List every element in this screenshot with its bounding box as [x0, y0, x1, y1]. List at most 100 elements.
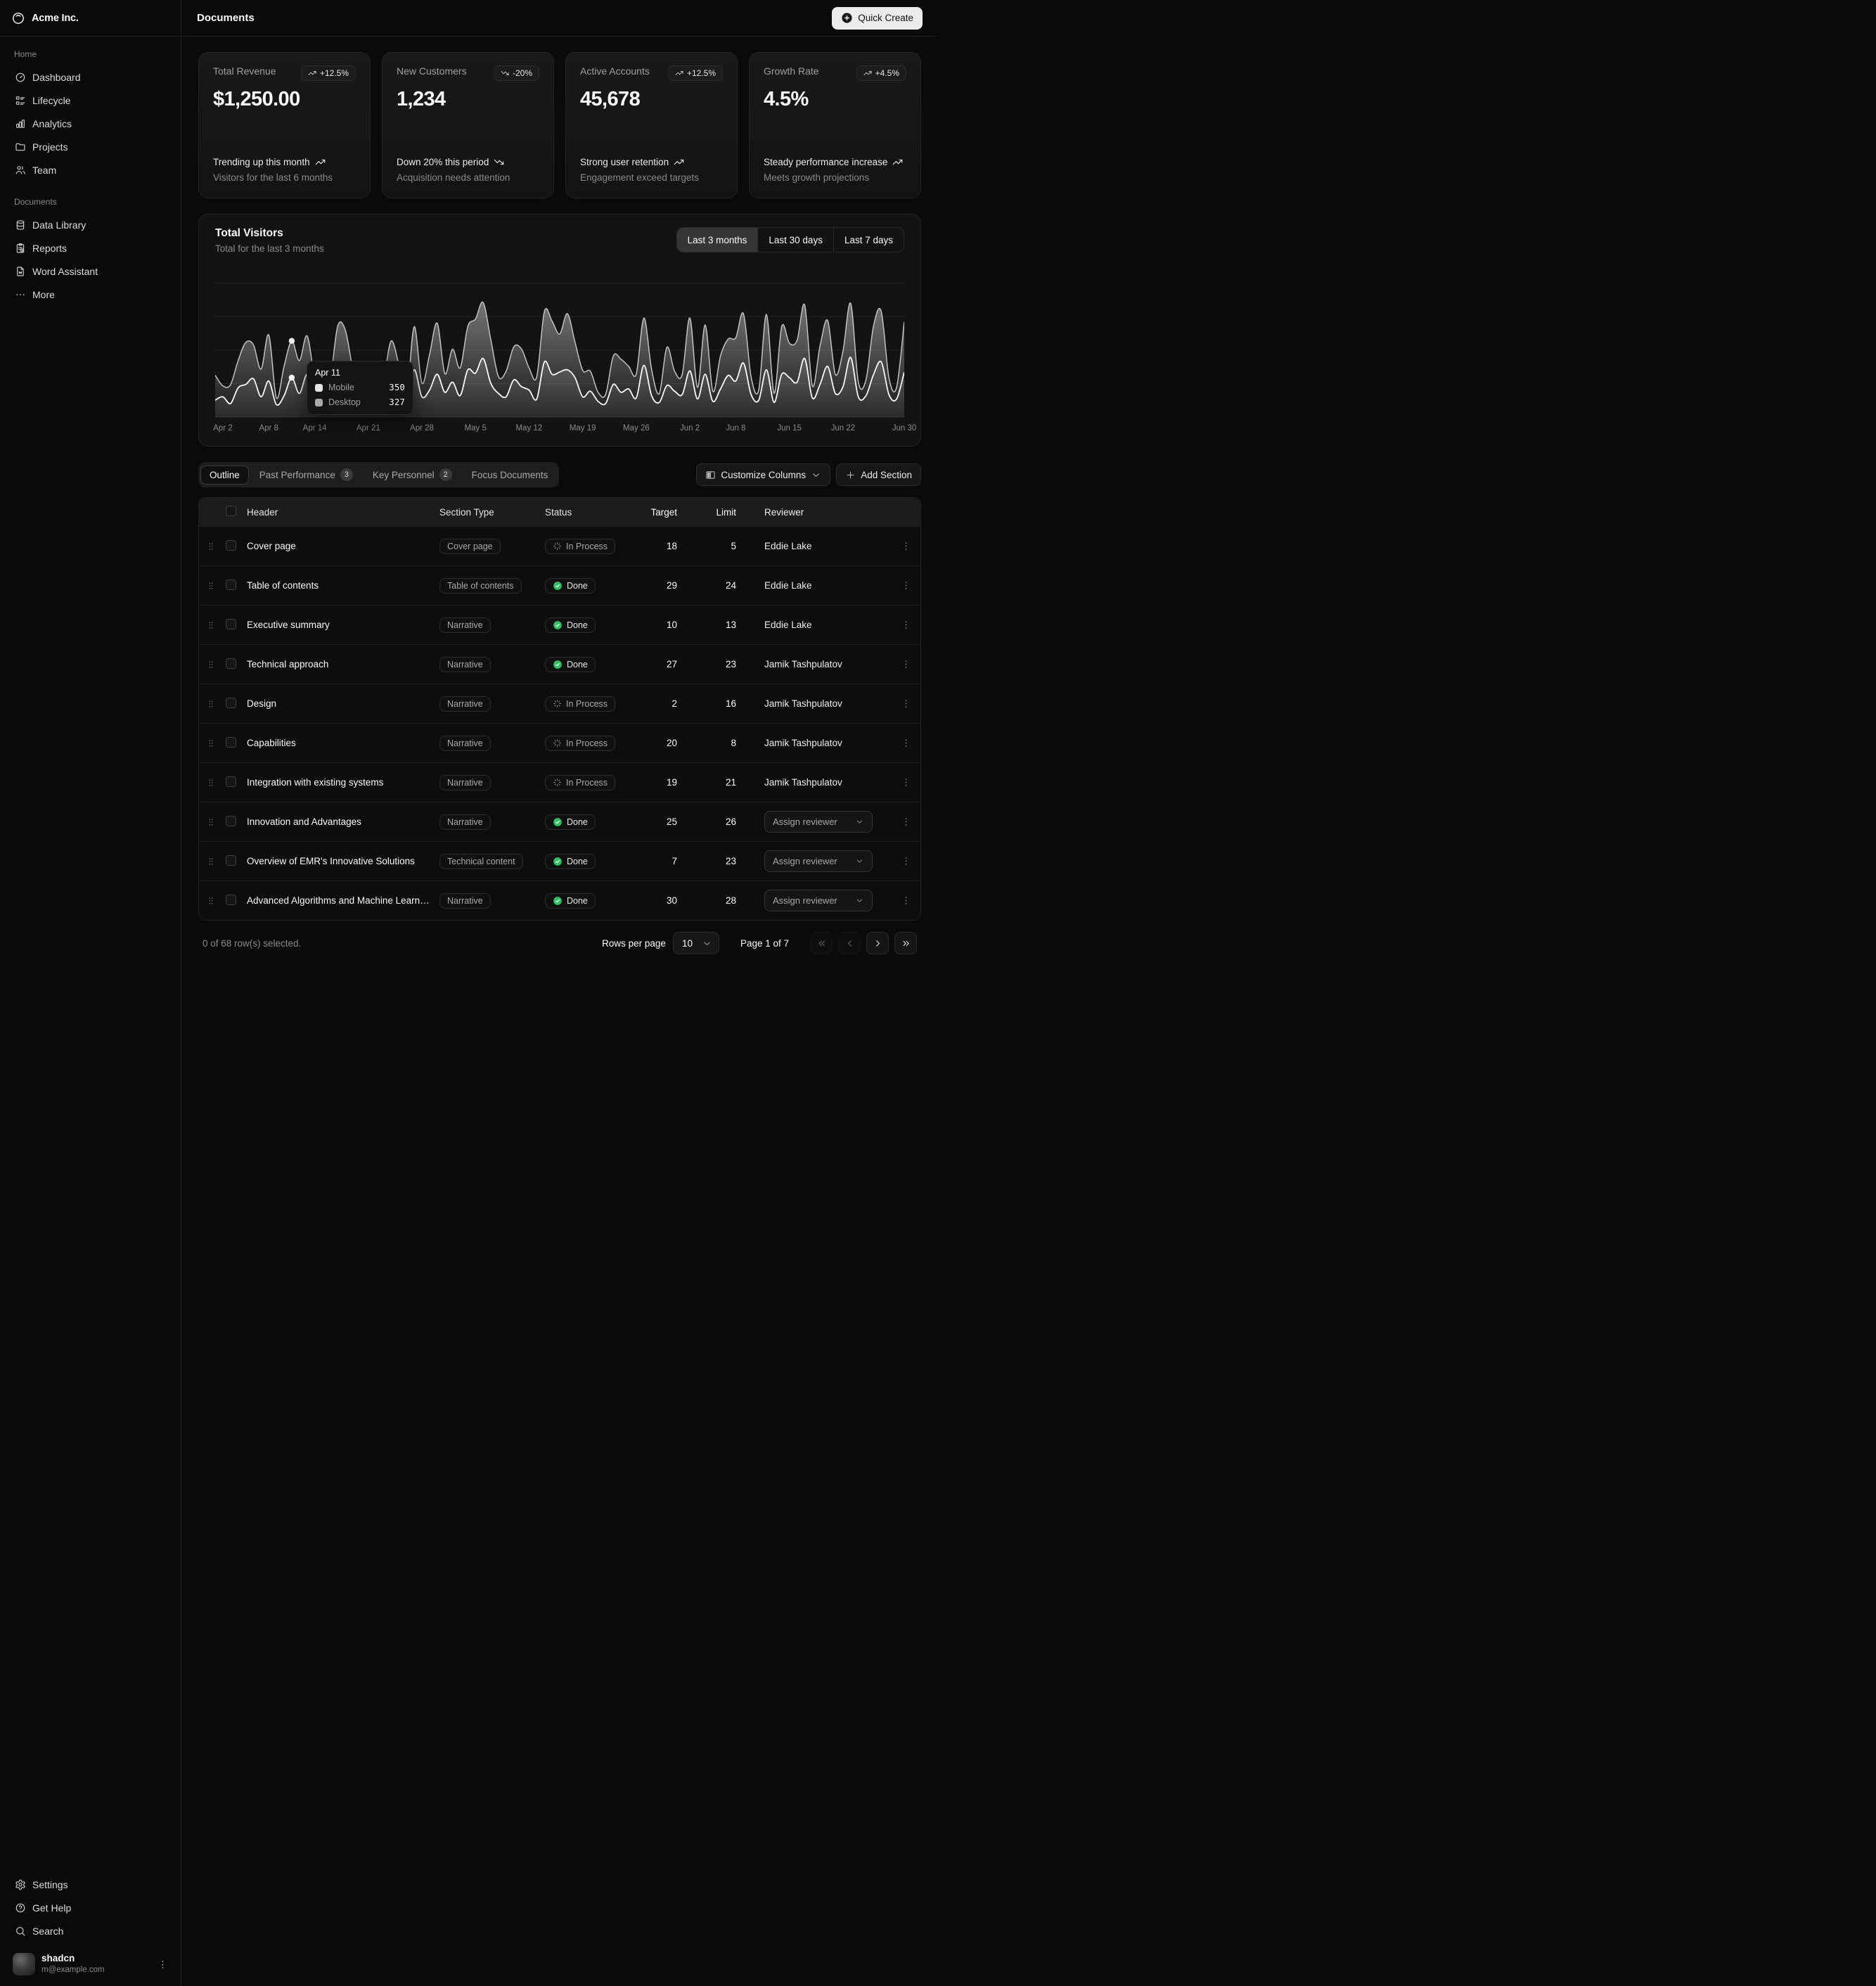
user-menu[interactable]: shadcn m@example.com [8, 1949, 172, 1979]
target-cell[interactable]: 18 [642, 541, 687, 551]
tooltip-row-desktop: Desktop327 [315, 397, 405, 407]
stat-subtext: Meets growth projections [764, 171, 906, 185]
target-cell[interactable]: 25 [642, 816, 687, 827]
target-cell[interactable]: 29 [642, 580, 687, 591]
grip-icon [206, 778, 216, 788]
sidebar-item-lifecycle[interactable]: Lifecycle [8, 89, 172, 112]
limit-cell[interactable]: 13 [687, 620, 746, 630]
row-actions-button[interactable] [891, 895, 920, 906]
drag-handle[interactable] [199, 896, 223, 906]
sidebar-item-analytics[interactable]: Analytics [8, 112, 172, 135]
target-cell[interactable]: 30 [642, 895, 687, 906]
sidebar-item-word-assistant[interactable]: Word Assistant [8, 260, 172, 283]
target-cell[interactable]: 7 [642, 856, 687, 866]
customize-columns-button[interactable]: Customize Columns [696, 463, 830, 486]
prev-page-button[interactable] [838, 932, 861, 954]
row-actions-button[interactable] [891, 659, 920, 670]
tab-key-personnel[interactable]: Key Personnel2 [364, 464, 461, 485]
limit-cell[interactable]: 21 [687, 777, 746, 788]
limit-cell[interactable]: 26 [687, 816, 746, 827]
target-cell[interactable]: 2 [642, 698, 687, 709]
row-actions-button[interactable] [891, 620, 920, 630]
range-last-3-months[interactable]: Last 3 months [677, 228, 758, 252]
limit-cell[interactable]: 5 [687, 541, 746, 551]
sidebar-item-reports[interactable]: Reports [8, 236, 172, 260]
assign-reviewer-select[interactable]: Assign reviewer [764, 890, 873, 911]
limit-cell[interactable]: 23 [687, 659, 746, 670]
row-checkbox[interactable] [226, 658, 236, 669]
row-actions-button[interactable] [891, 856, 920, 866]
trend-up-icon [315, 157, 326, 167]
row-checkbox[interactable] [226, 540, 236, 551]
row-header-cell[interactable]: Table of contents [244, 580, 437, 591]
row-header-cell[interactable]: Design [244, 698, 437, 709]
target-cell[interactable]: 19 [642, 777, 687, 788]
row-header-cell[interactable]: Overview of EMR's Innovative Solutions [244, 856, 437, 866]
row-checkbox[interactable] [226, 776, 236, 787]
row-actions-button[interactable] [891, 541, 920, 551]
limit-cell[interactable]: 23 [687, 856, 746, 866]
limit-cell[interactable]: 24 [687, 580, 746, 591]
assign-reviewer-select[interactable]: Assign reviewer [764, 811, 873, 833]
row-header-cell[interactable]: Cover page [244, 541, 437, 551]
row-header-cell[interactable]: Capabilities [244, 738, 437, 748]
drag-handle[interactable] [199, 699, 223, 709]
limit-cell[interactable]: 8 [687, 738, 746, 748]
range-last-30-days[interactable]: Last 30 days [757, 228, 833, 252]
row-header-cell[interactable]: Executive summary [244, 620, 437, 630]
sidebar-item-team[interactable]: Team [8, 158, 172, 181]
drag-handle[interactable] [199, 857, 223, 866]
drag-handle[interactable] [199, 738, 223, 748]
row-header-cell[interactable]: Advanced Algorithms and Machine Learning [244, 895, 437, 906]
row-actions-button[interactable] [891, 816, 920, 827]
assign-reviewer-select[interactable]: Assign reviewer [764, 850, 873, 872]
tab-outline[interactable]: Outline [200, 466, 249, 485]
row-checkbox[interactable] [226, 816, 236, 826]
drag-handle[interactable] [199, 660, 223, 670]
row-header-cell[interactable]: Integration with existing systems [244, 777, 437, 788]
target-cell[interactable]: 27 [642, 659, 687, 670]
select-all-checkbox[interactable] [226, 506, 236, 516]
limit-cell[interactable]: 16 [687, 698, 746, 709]
row-checkbox[interactable] [226, 579, 236, 590]
add-section-button[interactable]: Add Section [836, 463, 921, 486]
next-page-button[interactable] [866, 932, 889, 954]
first-page-button[interactable] [810, 932, 833, 954]
limit-cell[interactable]: 28 [687, 895, 746, 906]
sidebar-item-get-help[interactable]: Get Help [8, 1896, 172, 1919]
sidebar-item-data-library[interactable]: Data Library [8, 213, 172, 236]
rows-per-page-select[interactable]: 10 [673, 932, 719, 954]
sidebar-item-settings[interactable]: Settings [8, 1873, 172, 1896]
drag-handle[interactable] [199, 778, 223, 788]
tab-focus-documents[interactable]: Focus Documents [463, 466, 558, 485]
chart-plot[interactable]: Apr 2Apr 8Apr 14Apr 21Apr 28May 5May 12M… [215, 264, 904, 437]
row-header-cell[interactable]: Technical approach [244, 659, 437, 670]
row-actions-button[interactable] [891, 777, 920, 788]
sidebar-item-more[interactable]: More [8, 283, 172, 306]
row-actions-button[interactable] [891, 738, 920, 748]
range-last-7-days[interactable]: Last 7 days [833, 228, 904, 252]
drag-handle[interactable] [199, 817, 223, 827]
row-actions-button[interactable] [891, 698, 920, 709]
drag-handle[interactable] [199, 581, 223, 591]
row-checkbox[interactable] [226, 737, 236, 748]
sidebar-item-dashboard[interactable]: Dashboard [8, 65, 172, 89]
sidebar-item-projects[interactable]: Projects [8, 135, 172, 158]
user-menu-ellipsis-icon[interactable] [158, 1959, 168, 1970]
target-cell[interactable]: 10 [642, 620, 687, 630]
row-checkbox[interactable] [226, 698, 236, 708]
tab-past-performance[interactable]: Past Performance3 [250, 464, 362, 485]
target-cell[interactable]: 20 [642, 738, 687, 748]
drag-handle[interactable] [199, 542, 223, 551]
row-checkbox[interactable] [226, 619, 236, 629]
row-header-cell[interactable]: Innovation and Advantages [244, 816, 437, 827]
trend-badge: -20% [494, 65, 539, 81]
last-page-button[interactable] [894, 932, 917, 954]
sidebar-item-search[interactable]: Search [8, 1919, 172, 1942]
quick-create-button[interactable]: Quick Create [832, 7, 923, 30]
row-checkbox[interactable] [226, 895, 236, 905]
row-actions-button[interactable] [891, 580, 920, 591]
sidebar-header[interactable]: Acme Inc. [0, 0, 181, 37]
drag-handle[interactable] [199, 620, 223, 630]
row-checkbox[interactable] [226, 855, 236, 866]
